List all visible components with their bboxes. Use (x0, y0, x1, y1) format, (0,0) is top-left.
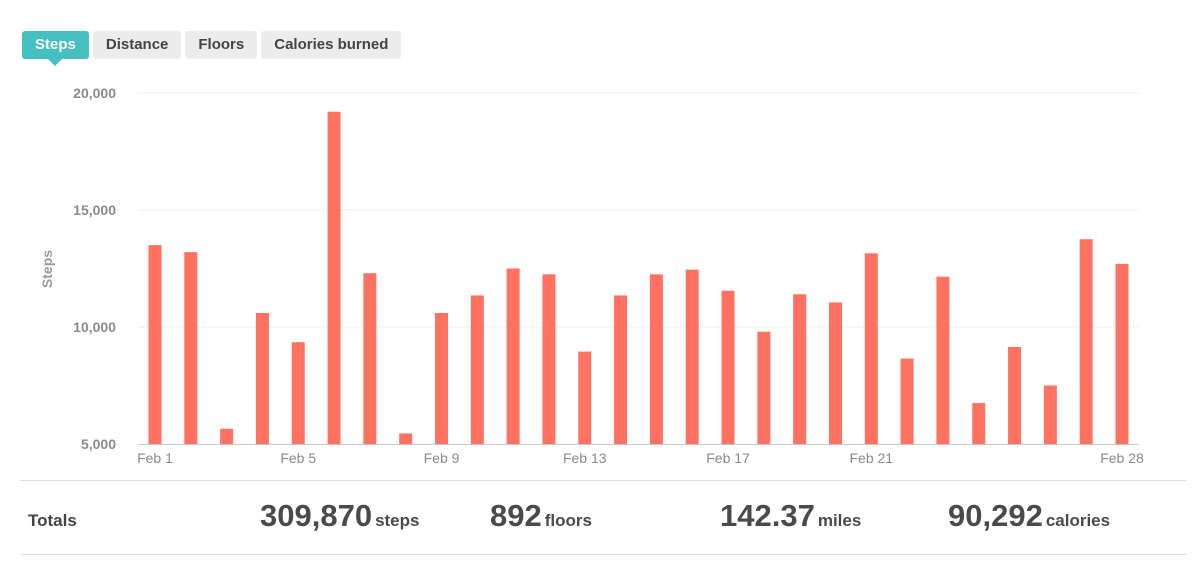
bar[interactable] (184, 252, 198, 444)
bar[interactable] (936, 276, 950, 444)
bar[interactable] (363, 273, 377, 444)
bar[interactable] (721, 290, 735, 444)
totals-label: Totals (28, 511, 77, 530)
steps-bar-chart: 5,000 10,000 15,000 20,000 Steps Feb 1 Feb 5… (39, 85, 1144, 466)
total-floors: 892 floors (490, 498, 592, 534)
x-axis-ticks: Feb 1 Feb 5 Feb 9 Feb 13 Feb 17 Feb 21 Feb 28 (137, 450, 1144, 466)
total-miles-value: 142.37 (720, 498, 815, 533)
x-tick-label: Feb 21 (849, 450, 893, 466)
x-tick-label: Feb 13 (563, 450, 607, 466)
metric-tabs: Steps Distance Floors Calories burned (22, 31, 402, 66)
x-tick-label: Feb 1 (137, 450, 173, 466)
bar[interactable] (757, 331, 771, 444)
bar[interactable] (435, 312, 449, 444)
total-steps: 309,870 steps (260, 498, 419, 534)
total-miles: 142.37 miles (720, 498, 861, 534)
bar[interactable] (685, 269, 699, 444)
bar[interactable] (864, 253, 878, 444)
y-tick-label: 10,000 (73, 319, 116, 335)
bar[interactable] (327, 111, 341, 444)
tab-steps[interactable]: Steps (22, 31, 89, 66)
y-tick-label: 5,000 (81, 436, 116, 452)
y-axis-ticks: 5,000 10,000 15,000 20,000 (73, 85, 116, 452)
x-tick-label: Feb 17 (706, 450, 750, 466)
bars (148, 111, 1129, 445)
bar[interactable] (506, 268, 520, 445)
bar[interactable] (291, 342, 305, 444)
tab-floors[interactable]: Floors (185, 31, 258, 59)
x-tick-label: Feb 28 (1100, 450, 1144, 466)
totals-bar: Totals 309,870 steps 892 floors 142.37 mile… (20, 480, 1186, 555)
total-floors-unit: floors (544, 511, 592, 530)
bar[interactable] (1079, 239, 1093, 444)
total-steps-unit: steps (375, 511, 420, 530)
total-miles-unit: miles (817, 511, 862, 530)
x-tick-label: Feb 9 (424, 450, 460, 466)
bar[interactable] (542, 274, 556, 444)
bar[interactable] (1043, 385, 1057, 445)
y-tick-label: 15,000 (73, 202, 116, 218)
bar[interactable] (793, 294, 807, 444)
x-tick-label: Feb 5 (280, 450, 316, 466)
bar[interactable] (1008, 346, 1022, 444)
bar[interactable] (148, 245, 162, 444)
bar[interactable] (578, 351, 592, 444)
total-calories-unit: calories (1045, 511, 1111, 530)
bar[interactable] (255, 312, 269, 444)
tab-distance[interactable]: Distance (92, 31, 182, 59)
bar[interactable] (220, 428, 234, 444)
bar[interactable] (649, 274, 663, 444)
tab-calories-burned[interactable]: Calories burned (261, 31, 402, 59)
total-floors-value: 892 (490, 498, 542, 533)
bar[interactable] (900, 358, 914, 444)
y-tick-label: 20,000 (73, 85, 116, 101)
bar[interactable] (614, 295, 628, 444)
bar[interactable] (828, 302, 842, 444)
total-calories-value: 90,292 (948, 498, 1043, 533)
y-axis-label: Steps (39, 250, 55, 288)
total-steps-value: 309,870 (260, 498, 373, 533)
bar[interactable] (972, 403, 986, 444)
bar[interactable] (470, 295, 484, 444)
bar[interactable] (1115, 263, 1129, 444)
total-calories: 90,292 calories (948, 498, 1110, 534)
bar[interactable] (399, 433, 413, 444)
grid-lines (138, 92, 1139, 328)
